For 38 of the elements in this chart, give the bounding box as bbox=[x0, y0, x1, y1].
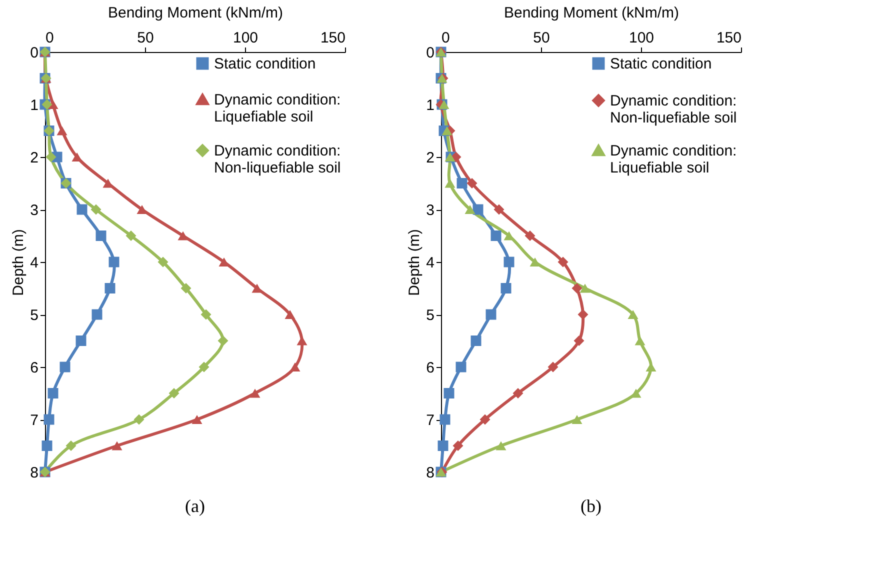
x-tick-label: 50 bbox=[533, 30, 550, 46]
y-tick-label: 3 bbox=[30, 202, 38, 219]
text: (a) bbox=[185, 496, 205, 516]
y-tick-label: 0 bbox=[426, 44, 434, 62]
y-tick-label: 0 bbox=[30, 44, 38, 62]
y-tick-label: 2 bbox=[30, 150, 38, 166]
y-tick-label: 8 bbox=[30, 464, 38, 482]
y-tick-label: 8 bbox=[426, 464, 434, 482]
y-tick-label: 7 bbox=[30, 412, 38, 429]
x-tick-label: 50 bbox=[137, 30, 154, 46]
y-tick-label: 6 bbox=[426, 360, 434, 376]
y-tick-label: 6 bbox=[30, 360, 38, 376]
x-tick-label: 100 bbox=[232, 30, 258, 46]
y-tick-label: 4 bbox=[426, 254, 434, 272]
legend-label: Dynamic condition: Liquefiable soil bbox=[214, 92, 341, 126]
x-tick-label: 150 bbox=[716, 30, 742, 46]
y-tick-label: 7 bbox=[426, 412, 434, 429]
y-tick-label: 5 bbox=[30, 307, 38, 324]
x-axis-title: Bending Moment (kNm/m) bbox=[108, 4, 284, 22]
x-tick-label: 100 bbox=[628, 30, 654, 46]
legend-label: Dynamic condition: Non-liquefiable soil bbox=[214, 142, 341, 176]
x-tick-label: 150 bbox=[320, 30, 346, 46]
x-tick-label: 0 bbox=[46, 30, 54, 46]
y-tick-label: 3 bbox=[426, 202, 434, 219]
y-tick-label: 1 bbox=[426, 97, 434, 114]
text: (b) bbox=[580, 496, 602, 516]
y-tick-label: 2 bbox=[426, 150, 434, 166]
legend-label: Static condition bbox=[610, 56, 712, 72]
y-tick-label: 5 bbox=[426, 307, 434, 324]
y-axis-title: Depth (m) bbox=[406, 229, 424, 296]
x-axis-title: Bending Moment (kNm/m) bbox=[504, 4, 680, 22]
y-tick-label: 1 bbox=[30, 97, 38, 114]
legend-label: Static condition bbox=[214, 56, 316, 72]
legend-label: Dynamic condition: Liquefiable soil bbox=[610, 142, 737, 176]
y-axis-title: Depth (m) bbox=[10, 229, 28, 296]
legend-label: Dynamic condition: Non-liquefiable soil bbox=[610, 92, 737, 126]
y-tick-label: 4 bbox=[30, 254, 38, 272]
x-tick-label: 0 bbox=[442, 30, 450, 46]
